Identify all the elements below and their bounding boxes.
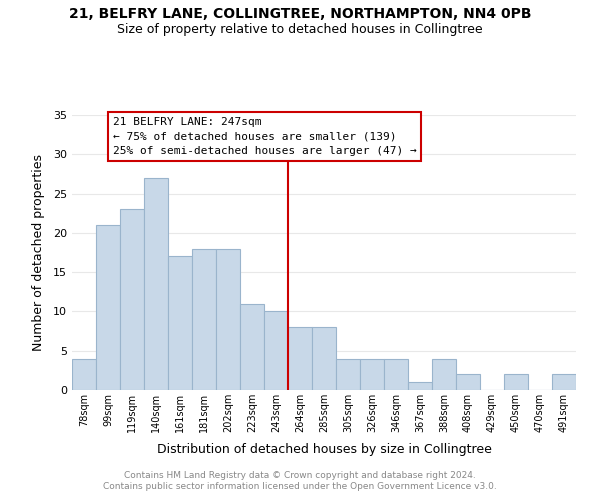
Text: 21 BELFRY LANE: 247sqm
← 75% of detached houses are smaller (139)
25% of semi-de: 21 BELFRY LANE: 247sqm ← 75% of detached… (113, 116, 416, 156)
Text: 21, BELFRY LANE, COLLINGTREE, NORTHAMPTON, NN4 0PB: 21, BELFRY LANE, COLLINGTREE, NORTHAMPTO… (69, 8, 531, 22)
Bar (312, 327, 336, 390)
Text: Contains public sector information licensed under the Open Government Licence v3: Contains public sector information licen… (103, 482, 497, 491)
Text: Contains HM Land Registry data © Crown copyright and database right 2024.: Contains HM Land Registry data © Crown c… (124, 471, 476, 480)
Bar (240, 304, 264, 390)
Bar (504, 374, 528, 390)
Bar (456, 374, 480, 390)
Bar (408, 382, 432, 390)
Bar (360, 358, 384, 390)
Bar (168, 256, 192, 390)
Bar (552, 374, 576, 390)
Bar (144, 178, 168, 390)
Text: Size of property relative to detached houses in Collingtree: Size of property relative to detached ho… (117, 22, 483, 36)
Bar (336, 358, 360, 390)
Bar (432, 358, 456, 390)
Bar (192, 248, 216, 390)
Bar (72, 358, 96, 390)
Y-axis label: Number of detached properties: Number of detached properties (32, 154, 44, 351)
Bar (264, 312, 288, 390)
Bar (288, 327, 312, 390)
Bar (96, 225, 120, 390)
Bar (384, 358, 408, 390)
Bar (120, 210, 144, 390)
X-axis label: Distribution of detached houses by size in Collingtree: Distribution of detached houses by size … (157, 444, 491, 456)
Bar (216, 248, 240, 390)
